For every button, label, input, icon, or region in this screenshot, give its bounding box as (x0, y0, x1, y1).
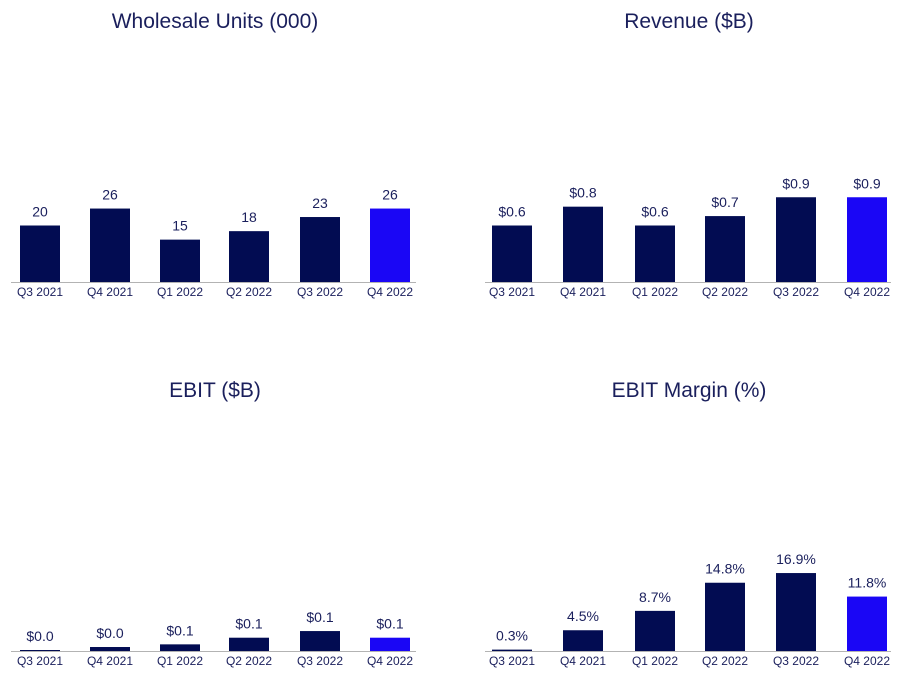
data-label: $0.1 (235, 616, 262, 632)
x-tick-label: Q4 2022 (367, 285, 413, 299)
data-label: $0.6 (641, 204, 668, 220)
bar (776, 573, 816, 651)
bar (20, 650, 60, 651)
chart-title: EBIT ($B) (169, 379, 261, 402)
bar (229, 231, 269, 282)
bar (300, 217, 340, 282)
bar (492, 225, 532, 282)
data-label: $0.8 (569, 185, 596, 201)
bar (635, 225, 675, 282)
x-tick-label: Q3 2021 (489, 285, 535, 299)
chart-panel-4: EBIT Margin (%) 0.3% Q3 2021 4.5% Q4 2021 8.7… (485, 379, 891, 668)
data-label: 16.9% (776, 551, 816, 567)
data-label: 20 (32, 204, 48, 220)
data-label: 23 (312, 195, 328, 211)
x-tick-label: Q3 2022 (297, 654, 343, 668)
bar (492, 649, 532, 651)
bar (705, 216, 745, 282)
chart-panel-2: Revenue ($B) $0.6 Q3 2021 $0.8 Q4 2021 $0.6 Q1… (485, 10, 891, 299)
bar (776, 197, 816, 282)
data-label: 11.8% (848, 575, 887, 591)
data-label: 15 (172, 218, 188, 234)
x-tick-label: Q3 2022 (773, 654, 819, 668)
chart-title: EBIT Margin (%) (612, 379, 767, 402)
bar (160, 239, 200, 282)
x-tick-label: Q2 2022 (226, 654, 272, 668)
x-tick-label: Q1 2022 (632, 654, 678, 668)
data-label: $0.1 (376, 616, 403, 632)
x-tick-label: Q3 2022 (773, 285, 819, 299)
data-label: $0.9 (853, 175, 880, 191)
data-label: 0.3% (496, 628, 528, 644)
data-label: $0.9 (782, 175, 809, 191)
x-tick-label: Q1 2022 (632, 285, 678, 299)
data-label: $0.6 (498, 204, 525, 220)
bar (160, 644, 200, 651)
x-tick-label: Q3 2022 (297, 285, 343, 299)
data-label: 4.5% (567, 608, 599, 624)
x-tick-label: Q2 2022 (702, 654, 748, 668)
data-label: $0.0 (96, 625, 123, 641)
x-tick-label: Q4 2022 (844, 285, 890, 299)
data-label: $0.0 (26, 628, 53, 644)
bar (847, 596, 887, 651)
data-label: 26 (382, 187, 398, 203)
bar (300, 631, 340, 651)
bar (563, 630, 603, 651)
x-tick-label: Q3 2021 (489, 654, 535, 668)
x-tick-label: Q4 2021 (87, 285, 133, 299)
bar (705, 582, 745, 651)
bar (229, 637, 269, 651)
bar (90, 208, 130, 282)
x-tick-label: Q4 2022 (367, 654, 413, 668)
x-tick-label: Q4 2021 (560, 285, 606, 299)
x-tick-label: Q3 2021 (17, 654, 63, 668)
chart-title: Revenue ($B) (624, 10, 754, 33)
x-tick-label: Q2 2022 (226, 285, 272, 299)
data-label: 26 (102, 187, 118, 203)
x-tick-label: Q4 2022 (844, 654, 890, 668)
bar (90, 647, 130, 651)
bar (370, 637, 410, 651)
x-tick-label: Q4 2021 (87, 654, 133, 668)
bar (847, 197, 887, 282)
x-tick-label: Q1 2022 (157, 285, 203, 299)
data-label: $0.1 (306, 609, 333, 625)
bar (370, 208, 410, 282)
chart-title: Wholesale Units (000) (112, 10, 319, 33)
bar (20, 225, 60, 282)
data-label: $0.1 (166, 622, 193, 638)
data-label: 8.7% (639, 589, 671, 605)
x-tick-label: Q1 2022 (157, 654, 203, 668)
data-label: 14.8% (705, 561, 745, 577)
data-label: 18 (241, 209, 257, 225)
chart-panel-1: Wholesale Units (000) 20 Q3 2021 26 Q4 2021 1… (11, 10, 416, 299)
bar (635, 610, 675, 651)
x-tick-label: Q2 2022 (702, 285, 748, 299)
x-tick-label: Q4 2021 (560, 654, 606, 668)
data-label: $0.7 (711, 194, 738, 210)
bar (563, 206, 603, 282)
chart-panel-3: EBIT ($B) $0.0 Q3 2021 $0.0 Q4 2021 $0.1 Q1 20… (11, 379, 416, 668)
x-tick-label: Q3 2021 (17, 285, 63, 299)
